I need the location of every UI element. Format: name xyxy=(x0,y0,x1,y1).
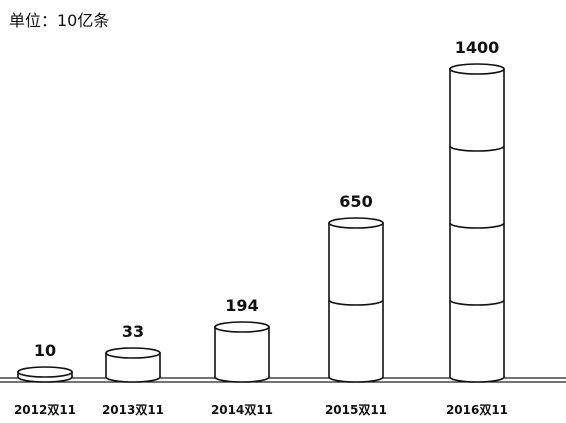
unit-label: 单位：10亿条 xyxy=(9,11,110,30)
value-label: 33 xyxy=(122,322,144,341)
category-label: 2014双11 xyxy=(211,403,273,417)
value-label: 10 xyxy=(34,341,56,360)
category-label: 2015双11 xyxy=(325,403,387,417)
value-label: 194 xyxy=(225,296,258,315)
bar-cylinder xyxy=(105,347,161,383)
category-label: 2012双11 xyxy=(14,403,76,417)
value-label: 1400 xyxy=(455,38,500,57)
category-label: 2013双11 xyxy=(102,403,164,417)
segment-divider xyxy=(449,299,505,306)
segment-divider xyxy=(449,145,505,152)
segment-divider xyxy=(328,299,384,306)
bar-cylinder xyxy=(449,63,505,383)
bar-cylinder xyxy=(328,217,384,383)
bar-cylinder xyxy=(214,321,270,383)
category-label: 2016双11 xyxy=(446,403,508,417)
value-label: 650 xyxy=(339,192,372,211)
bar-cylinder xyxy=(17,366,73,383)
segment-divider xyxy=(449,222,505,229)
